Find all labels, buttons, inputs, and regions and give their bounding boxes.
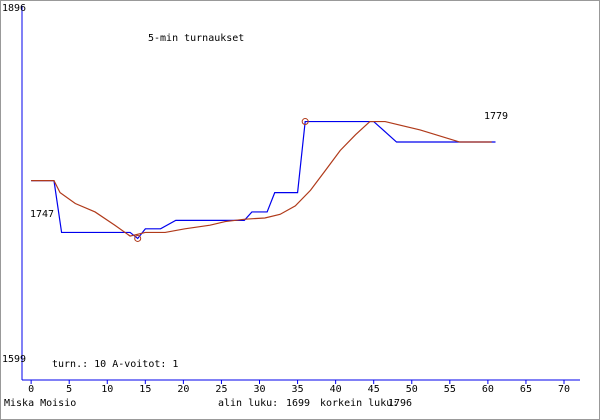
x-tick-label: 60	[482, 384, 494, 395]
x-tick-label: 70	[558, 384, 570, 395]
y-tick-label: 1896	[2, 3, 26, 14]
high-marker	[301, 118, 309, 126]
games-info: turn.: 10 A-voitot: 1	[52, 359, 178, 370]
x-tick-label: 55	[444, 384, 456, 395]
x-tick-label: 40	[330, 384, 342, 395]
low-marker	[134, 234, 142, 242]
x-tick-label: 45	[368, 384, 380, 395]
y-tick-label: 1599	[2, 354, 26, 365]
series-line	[31, 120, 492, 237]
x-tick-label: 10	[101, 384, 113, 395]
low-label: alin luku:	[218, 398, 278, 409]
x-tick-label: 5	[66, 384, 72, 395]
x-tick-label: 15	[139, 384, 151, 395]
series-line	[31, 120, 496, 240]
high-value: 1796	[388, 398, 412, 409]
end-label: 1779	[484, 111, 508, 122]
x-tick-label: 20	[177, 384, 189, 395]
x-tick-label: 35	[292, 384, 304, 395]
x-tick-label: 30	[253, 384, 265, 395]
x-tick-label: 0	[28, 384, 34, 395]
x-tick-label: 25	[215, 384, 227, 395]
chart-title: 5-min turnaukset	[148, 33, 244, 44]
x-tick-label: 50	[406, 384, 418, 395]
low-value: 1699	[286, 398, 310, 409]
high-label: korkein luku:	[320, 398, 398, 409]
start-label: 1747	[30, 209, 54, 220]
x-tick-label: 65	[520, 384, 532, 395]
player-name: Miska Moisio	[4, 398, 76, 409]
